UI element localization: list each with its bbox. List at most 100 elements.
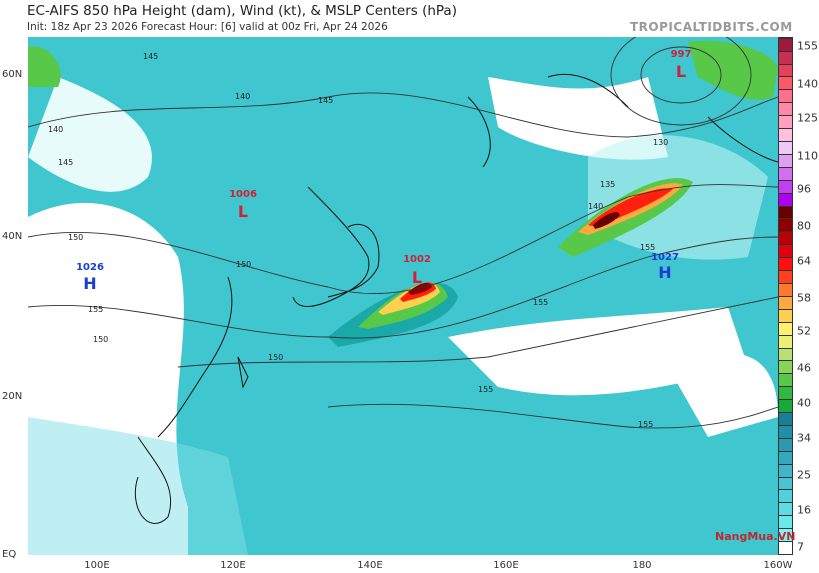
- lat-label-eq: EQ: [2, 549, 17, 560]
- colorbar-label: 34: [797, 431, 811, 445]
- colorbar-segment: [779, 321, 792, 335]
- contour-label: 155: [88, 305, 103, 314]
- colorbar-label: 155: [797, 39, 818, 53]
- colorbar-label: 40: [797, 396, 811, 410]
- contour-label: 150: [236, 260, 251, 269]
- colorbar-segment: [779, 437, 792, 451]
- colorbar-segment: [779, 476, 792, 490]
- lat-label-40n: 40N: [2, 231, 23, 242]
- colorbar-segment: [779, 489, 792, 503]
- low-center-1006: 1006 L: [229, 189, 257, 221]
- colorbar-segment: [779, 115, 792, 129]
- low-center-1002: 1002 L: [403, 254, 431, 287]
- map-subtitle: Init: 18z Apr 23 2026 Forecast Hour: [6]…: [27, 21, 388, 33]
- pressure-value: 1026: [76, 262, 104, 273]
- lon-label-140e: 140E: [357, 560, 383, 571]
- contour-label: 140: [48, 125, 63, 134]
- colorbar-segment: [779, 244, 792, 258]
- contour-label: 145: [58, 158, 73, 167]
- lat-label-20n: 20N: [2, 391, 23, 402]
- colorbar-segment: [779, 50, 792, 64]
- pressure-value: 1006: [229, 189, 257, 200]
- colorbar-segment: [779, 205, 792, 219]
- colorbar-label: 110: [797, 149, 818, 163]
- colorbar-segment: [779, 360, 792, 374]
- colorbar-segment: [779, 541, 792, 554]
- colorbar-label: 125: [797, 111, 818, 125]
- low-marker: L: [676, 62, 686, 81]
- high-marker: H: [658, 263, 671, 282]
- contour-label: 150: [268, 353, 283, 362]
- contour-labels: 145 145 140 140 145 150 150 150 150 155 …: [48, 52, 668, 429]
- colorbar-segment: [779, 412, 792, 425]
- coastlines: [134, 73, 778, 524]
- height-contours: [28, 37, 778, 429]
- contour-label: 150: [68, 233, 83, 242]
- colorbar-segment: [779, 347, 792, 361]
- contour-label: 150: [93, 335, 108, 344]
- colorbar-segment: [779, 192, 792, 206]
- low-center-997: 997 L: [671, 49, 692, 81]
- contour-label: 145: [318, 96, 333, 105]
- colorbar-segment: [779, 502, 792, 516]
- contour-label: 155: [533, 298, 548, 307]
- contour-label: 140: [235, 92, 250, 101]
- pressure-value: 997: [671, 49, 692, 60]
- colorbar-label: 80: [797, 219, 811, 233]
- colorbar-label: 46: [797, 361, 811, 375]
- wind-speed-shading: [28, 40, 778, 555]
- colorbar-segment: [779, 141, 792, 154]
- pressure-value: 1027: [651, 252, 679, 263]
- colorbar-label: 96: [797, 182, 811, 196]
- colorbar-segment: [779, 295, 792, 309]
- colorbar-label: 52: [797, 324, 811, 338]
- contour-label: 130: [653, 138, 668, 147]
- weather-map: 145 145 140 140 145 150 150 150 150 155 …: [28, 37, 778, 555]
- contour-label: 155: [640, 243, 655, 252]
- colorbar-label: 64: [797, 254, 811, 268]
- colorbar-label: 25: [797, 468, 811, 482]
- colorbar-segment: [779, 386, 792, 400]
- colorbar-label: 7: [797, 540, 804, 554]
- map-title: EC-AIFS 850 hPa Height (dam), Wind (kt),…: [27, 3, 457, 19]
- colorbar-segment: [779, 166, 792, 180]
- colorbar-segment: [779, 308, 792, 322]
- colorbar-label: 16: [797, 503, 811, 517]
- brand-logo[interactable]: TROPICALTIDBITS.COM: [630, 20, 793, 34]
- colorbar-segment: [779, 515, 792, 529]
- low-marker: L: [412, 268, 422, 287]
- colorbar-segment: [779, 89, 792, 103]
- colorbar-segment: [779, 257, 792, 271]
- contour-label: 155: [638, 420, 653, 429]
- lat-label-60n: 60N: [2, 69, 23, 80]
- contour-label: 135: [600, 180, 615, 189]
- lon-label-160e: 160E: [493, 560, 519, 571]
- wind-colorbar: [778, 37, 793, 555]
- colorbar-segment: [779, 463, 792, 477]
- lon-label-180: 180: [632, 560, 652, 571]
- colorbar-segment: [779, 528, 792, 542]
- colorbar-segment: [779, 270, 792, 283]
- colorbar-segment: [779, 128, 792, 141]
- colorbar-segment: [779, 63, 792, 77]
- colorbar-label: 58: [797, 291, 811, 305]
- lon-label-120e: 120E: [220, 560, 246, 571]
- colorbar-segment: [779, 282, 792, 296]
- colorbar-segment: [779, 179, 792, 193]
- colorbar-segment: [779, 231, 792, 245]
- lon-label-100e: 100E: [84, 560, 110, 571]
- colorbar-segment: [779, 76, 792, 90]
- colorbar-segment: [779, 153, 792, 167]
- colorbar-segment: [779, 373, 792, 387]
- high-marker: H: [83, 274, 96, 293]
- colorbar-segment: [779, 218, 792, 232]
- watermark: NangMua.VN: [715, 530, 796, 543]
- colorbar-label: 140: [797, 77, 818, 91]
- colorbar-segment: [779, 102, 792, 116]
- colorbar-segment: [779, 399, 792, 413]
- colorbar-segment: [779, 37, 792, 51]
- pressure-value: 1002: [403, 254, 431, 265]
